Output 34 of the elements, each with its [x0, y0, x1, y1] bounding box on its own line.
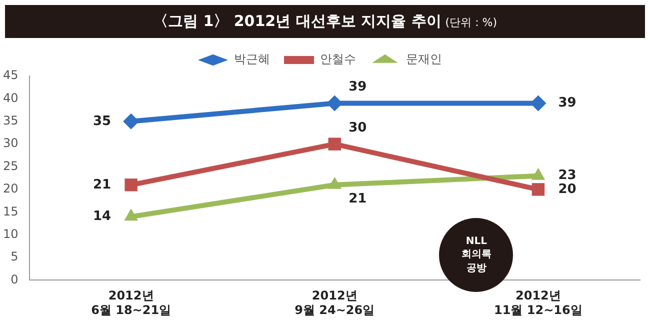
legend-label: 박근혜 [234, 52, 270, 66]
data-label: 35 [92, 114, 112, 129]
y-tick-label: 5 [10, 250, 18, 264]
legend-label: 문재인 [406, 52, 442, 66]
y-tick-label: 35 [2, 114, 18, 128]
data-label: 23 [558, 168, 576, 184]
chart-title: 〈그림 1〉 2012년 대선후보 지지율 추이 [152, 12, 442, 30]
y-tick-label: 30 [2, 136, 18, 150]
circle-badge: NLL 회의록 공방 [439, 218, 514, 292]
point [124, 208, 138, 221]
data-label: 39 [348, 80, 367, 95]
y-tick-label: 0 [10, 272, 18, 286]
y-tick-label: 15 [2, 204, 18, 218]
point [328, 138, 341, 150]
point [123, 113, 140, 130]
y-tick-label: 40 [2, 90, 18, 105]
chart-subtitle: (단위 : %) [445, 16, 498, 29]
x-tick-label: 2012년 9월 24~26일 [294, 288, 375, 317]
y-tick-label: 20 [2, 182, 18, 196]
data-label: 20 [558, 182, 576, 197]
data-label: 21 [92, 177, 112, 192]
data-label: 21 [348, 191, 367, 206]
y-tick-label: 10 [2, 226, 18, 241]
data-label: 30 [348, 120, 367, 136]
x-tick-label: 2012년 6월 18~21일 [91, 288, 172, 317]
data-label: 14 [92, 209, 112, 224]
y-tick-label: 25 [2, 158, 18, 173]
point [531, 168, 546, 180]
y-tick-label: 45 [2, 68, 18, 82]
point [532, 183, 545, 196]
data-label: 39 [558, 96, 576, 111]
point [124, 178, 138, 192]
legend-label: 안철수 [320, 52, 356, 66]
point [328, 176, 342, 189]
